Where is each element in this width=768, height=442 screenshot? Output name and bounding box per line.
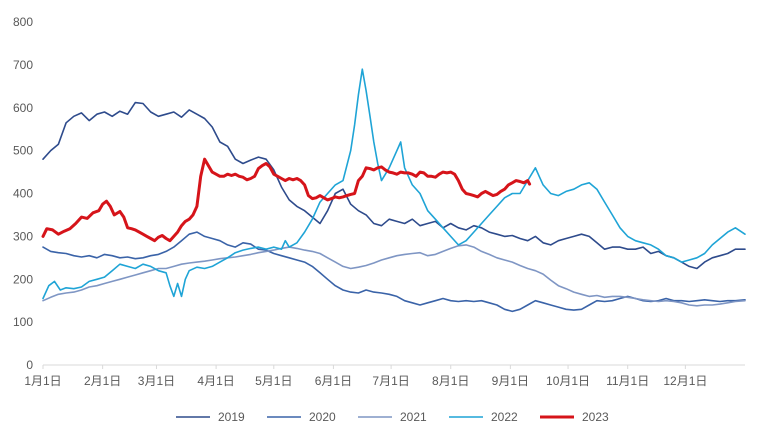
series-line-2019 bbox=[42, 101, 746, 270]
y-tick-label: 300 bbox=[13, 229, 33, 243]
y-tick-label: 400 bbox=[13, 187, 33, 201]
series-layer bbox=[41, 68, 746, 313]
y-tick-label: 200 bbox=[13, 272, 33, 286]
y-tick-label: 500 bbox=[13, 144, 33, 158]
legend-label-2021: 2021 bbox=[400, 410, 427, 424]
y-tick-label: 600 bbox=[13, 101, 33, 115]
y-tick-label: 0 bbox=[26, 358, 33, 372]
x-tick-label: 7月1日 bbox=[372, 374, 409, 388]
x-tick-label: 6月1日 bbox=[315, 374, 352, 388]
x-tick-label: 8月1日 bbox=[432, 374, 469, 388]
legend-label-2020: 2020 bbox=[309, 410, 336, 424]
x-tick-label: 12月1日 bbox=[663, 374, 707, 388]
legend: 2019 2020 2021 2022 2023 bbox=[176, 410, 609, 424]
x-tick-label: 11月1日 bbox=[606, 374, 649, 388]
y-tick-label: 800 bbox=[13, 15, 33, 29]
x-tick-label: 2月1日 bbox=[84, 374, 121, 388]
y-tick-label: 700 bbox=[13, 58, 33, 72]
x-tick-label: 3月1日 bbox=[138, 374, 175, 388]
x-tick-label: 10月1日 bbox=[546, 374, 590, 388]
x-tick-label: 4月1日 bbox=[197, 374, 234, 388]
series-line-2022 bbox=[42, 68, 746, 300]
legend-label-2022: 2022 bbox=[491, 410, 518, 424]
x-tick-label: 9月1日 bbox=[492, 374, 529, 388]
series-line-2021 bbox=[42, 244, 746, 307]
x-tick-label: 5月1日 bbox=[255, 374, 292, 388]
y-tick-label: 100 bbox=[13, 315, 33, 329]
y-axis: 0 100 200 300 400 500 600 700 800 bbox=[13, 15, 33, 372]
x-axis: 1月1日 2月1日 3月1日 4月1日 5月1日 6月1日 7月1日 8月1日 9月1日 10月1… bbox=[24, 365, 707, 388]
x-tick-label: 1月1日 bbox=[24, 374, 61, 388]
legend-label-2023: 2023 bbox=[582, 410, 609, 424]
series-line-2023 bbox=[41, 157, 532, 243]
legend-label-2019: 2019 bbox=[218, 410, 245, 424]
